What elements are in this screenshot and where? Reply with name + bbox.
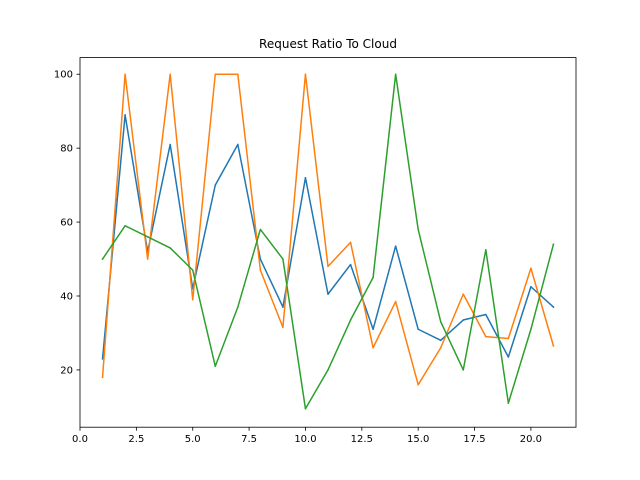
y-tick-label: 60 (60, 218, 73, 229)
series-1-point-1 (101, 358, 104, 360)
y-tick-label: 40 (60, 291, 73, 302)
series-1-point-19 (507, 356, 510, 358)
y-tick-label: 20 (60, 365, 73, 376)
series-2-point-8 (259, 269, 262, 271)
series-1-point-6 (214, 184, 217, 186)
series-3-point-14 (394, 73, 397, 75)
series-1-point-20 (530, 286, 532, 288)
series-3-point-19 (507, 402, 510, 404)
series-3-point-8 (259, 228, 262, 231)
series-2-point-2 (124, 73, 126, 75)
x-axis: 0.0 2.5 5.0 7.5 10.0 12.5 15.0 17.5 20.0 (72, 427, 542, 445)
series-2-point-5 (191, 298, 194, 301)
series-1-point-11 (327, 293, 329, 295)
series-2-point-19 (507, 337, 510, 340)
series-2-point-1 (101, 376, 104, 379)
y-tick-label: 100 (54, 70, 73, 81)
plot-frame (79, 57, 577, 428)
series-3-point-6 (214, 365, 217, 367)
series-2-point-12 (349, 241, 352, 244)
series-2-point-20 (530, 267, 532, 270)
series-1-point-12 (349, 263, 352, 266)
x-tick-label: 12.5 (351, 434, 373, 445)
series-3-point-4 (169, 247, 171, 249)
series-3-point-16 (439, 321, 442, 323)
series-1-point-14 (394, 245, 397, 247)
series-1-point-18 (485, 313, 487, 316)
series-2-point-18 (485, 335, 487, 338)
series-1-point-21 (552, 306, 555, 308)
series-2-point-15 (417, 383, 419, 386)
series-2-point-11 (327, 265, 329, 268)
series-3-point-9 (282, 258, 284, 260)
series-2-point-4 (169, 73, 171, 75)
series-2-point-7 (237, 73, 239, 75)
x-tick-label: 17.5 (463, 434, 485, 445)
x-tick-label: 5.0 (185, 434, 201, 445)
series-1-point-8 (259, 258, 262, 260)
series-3-point-1 (101, 258, 104, 260)
series-3-point-10 (304, 407, 307, 410)
x-tick-label: 20.0 (520, 434, 542, 445)
series-1-point-9 (282, 306, 284, 308)
y-axis: 20 40 60 80 100 (54, 70, 80, 376)
series-2-point-16 (439, 346, 442, 349)
series-layer (101, 73, 555, 410)
series-3-point-3 (146, 236, 149, 238)
series-1-point-16 (439, 339, 442, 342)
series-3-point-18 (485, 249, 487, 251)
series-3-point-5 (191, 269, 194, 271)
x-tick-label: 0.0 (72, 434, 88, 445)
y-tick-label: 80 (60, 144, 73, 155)
series-1-point-4 (169, 143, 171, 146)
series-1-point-2 (124, 114, 126, 116)
series-1-point-17 (462, 319, 465, 321)
x-tick-label: 10.0 (294, 434, 316, 445)
series-3-point-12 (349, 319, 352, 321)
series-1-point-10 (304, 176, 307, 179)
series-1-point-13 (372, 328, 374, 331)
series-2-point-21 (552, 345, 555, 347)
series-2-point-13 (372, 346, 374, 349)
series-1-point-15 (417, 328, 419, 331)
series-2-point-6 (214, 73, 217, 75)
chart-title: Request Ratio To Cloud (259, 37, 397, 51)
series-2-point-3 (146, 258, 149, 260)
series-3-point-2 (124, 225, 126, 227)
x-tick-label: 7.5 (241, 434, 257, 445)
series-3-point-15 (417, 228, 419, 231)
x-tick-label: 2.5 (128, 434, 144, 445)
series-3-point-13 (372, 276, 374, 279)
series-1-point-7 (237, 143, 239, 146)
series-2-point-9 (282, 326, 284, 329)
series-3-point-17 (462, 369, 465, 371)
series-2-point-10 (304, 73, 307, 75)
series-3-point-11 (327, 369, 329, 371)
series-2-point-17 (462, 293, 465, 295)
series-3-point-21 (552, 243, 555, 245)
series-3-point-20 (530, 328, 532, 331)
series-3-point-7 (237, 306, 239, 308)
x-tick-label: 15.0 (407, 434, 429, 445)
series-2-point-14 (394, 300, 397, 303)
